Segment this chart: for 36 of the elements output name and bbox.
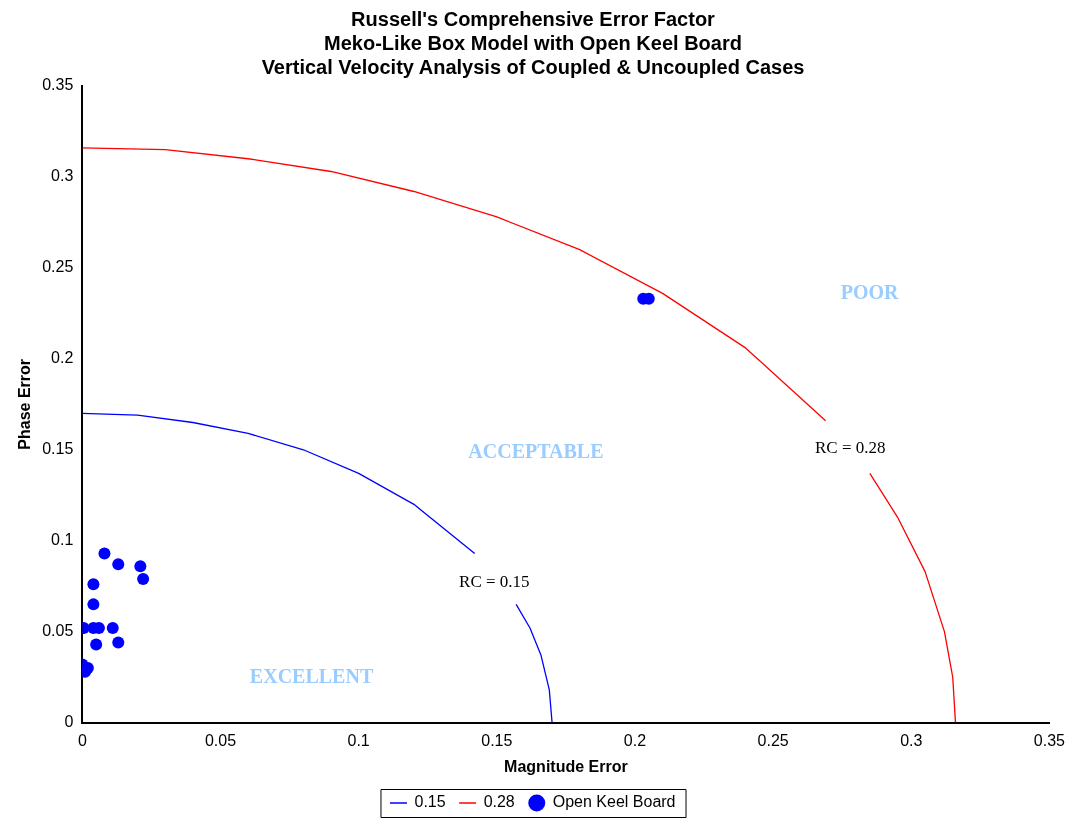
point bbox=[134, 560, 147, 573]
legend-label: 0.28 bbox=[483, 793, 515, 811]
x-tick-label: 0.2 bbox=[623, 731, 647, 749]
x-tick-label: 0.05 bbox=[204, 731, 237, 749]
point bbox=[87, 598, 100, 611]
y-tick-label: 0.3 bbox=[51, 167, 74, 185]
point bbox=[106, 622, 119, 635]
legend-label: 0.15 bbox=[414, 793, 446, 811]
y-tick-label: 0 bbox=[64, 713, 74, 731]
point bbox=[87, 578, 100, 591]
x-axis-title: Magnitude Error bbox=[504, 757, 628, 775]
point bbox=[98, 547, 111, 560]
y-tick-label: 0.15 bbox=[42, 440, 74, 458]
annotation: POOR bbox=[840, 280, 899, 303]
chart-title: Russell's Comprehensive Error Factor Meko-Like Box Model with Open Keel Board Vertical Velocity Analysis of Coupled & Uncoupled Cases bbox=[261, 7, 805, 78]
annotation: ACCEPTABLE bbox=[468, 440, 604, 463]
annotation: RC = 0.15 bbox=[459, 572, 530, 592]
y-axis-title: Phase Error bbox=[16, 358, 34, 450]
x-tick-label: 0.15 bbox=[481, 731, 513, 749]
y-tick-label: 0.35 bbox=[42, 76, 74, 94]
point bbox=[112, 636, 125, 649]
y-tick-label: 0.25 bbox=[42, 258, 74, 276]
y-tick-label: 0.05 bbox=[42, 622, 74, 640]
point bbox=[137, 572, 150, 585]
x-tick-label: 0.3 bbox=[900, 731, 923, 749]
annotation: RC = 0.28 bbox=[814, 437, 886, 457]
x-tick-label: 0.25 bbox=[757, 731, 789, 749]
x-tick-label: 0.1 bbox=[347, 731, 370, 749]
x-tick-label: 0.35 bbox=[1033, 731, 1066, 749]
x-tick-label: 0 bbox=[77, 731, 87, 749]
point bbox=[112, 558, 125, 571]
y-tick-label: 0.2 bbox=[51, 349, 74, 367]
annotation: EXCELLENT bbox=[249, 664, 374, 687]
y-tick-label: 0.1 bbox=[51, 531, 74, 549]
point bbox=[90, 638, 103, 651]
legend-label: Open Keel Board bbox=[552, 793, 676, 811]
